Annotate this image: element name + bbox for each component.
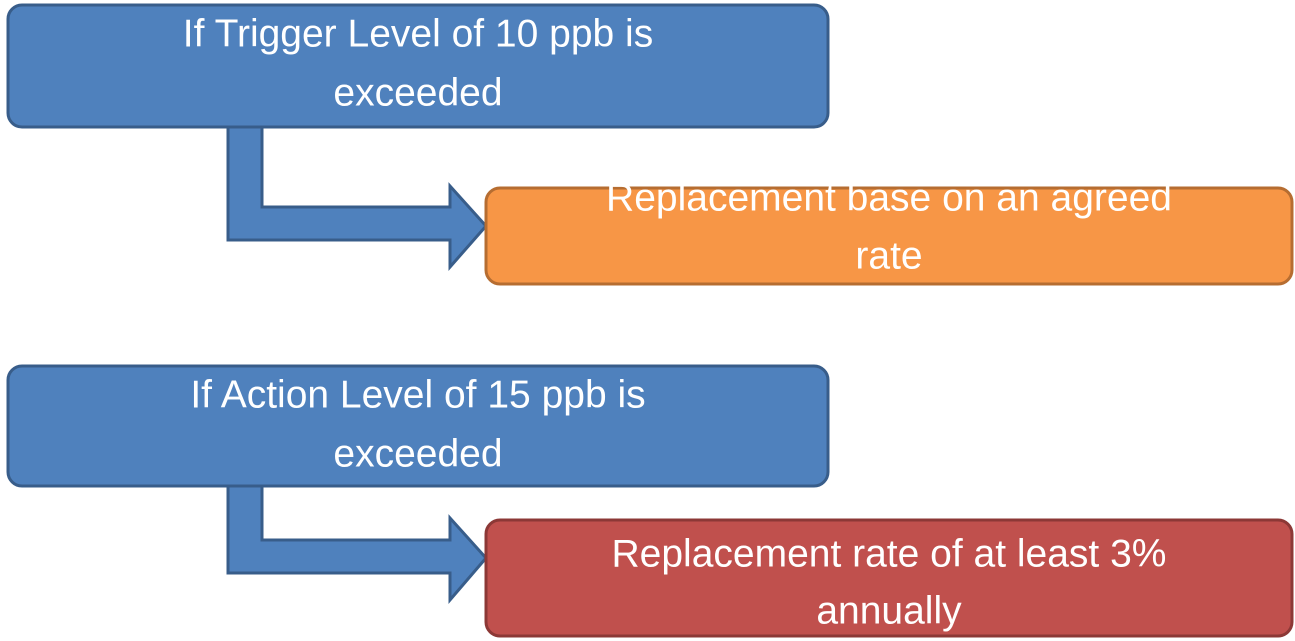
node-text: exceeded [333,432,502,475]
node-text: If Trigger Level of 10 ppb is [183,12,653,55]
condition-box [6,364,830,488]
node-text: annually [816,589,962,632]
node-text: Replacement rate of at least 3% [612,532,1167,575]
node-text: exceeded [333,71,502,114]
node-text: If Action Level of 15 ppb is [190,373,645,416]
node-text: Replacement base on an agreed [606,176,1172,219]
outcome-box [484,518,1294,638]
bent-arrow [226,125,489,271]
node-text: rate [855,234,922,277]
bent-arrow [226,484,488,605]
outcome-box [484,186,1294,286]
condition-box [6,3,830,129]
